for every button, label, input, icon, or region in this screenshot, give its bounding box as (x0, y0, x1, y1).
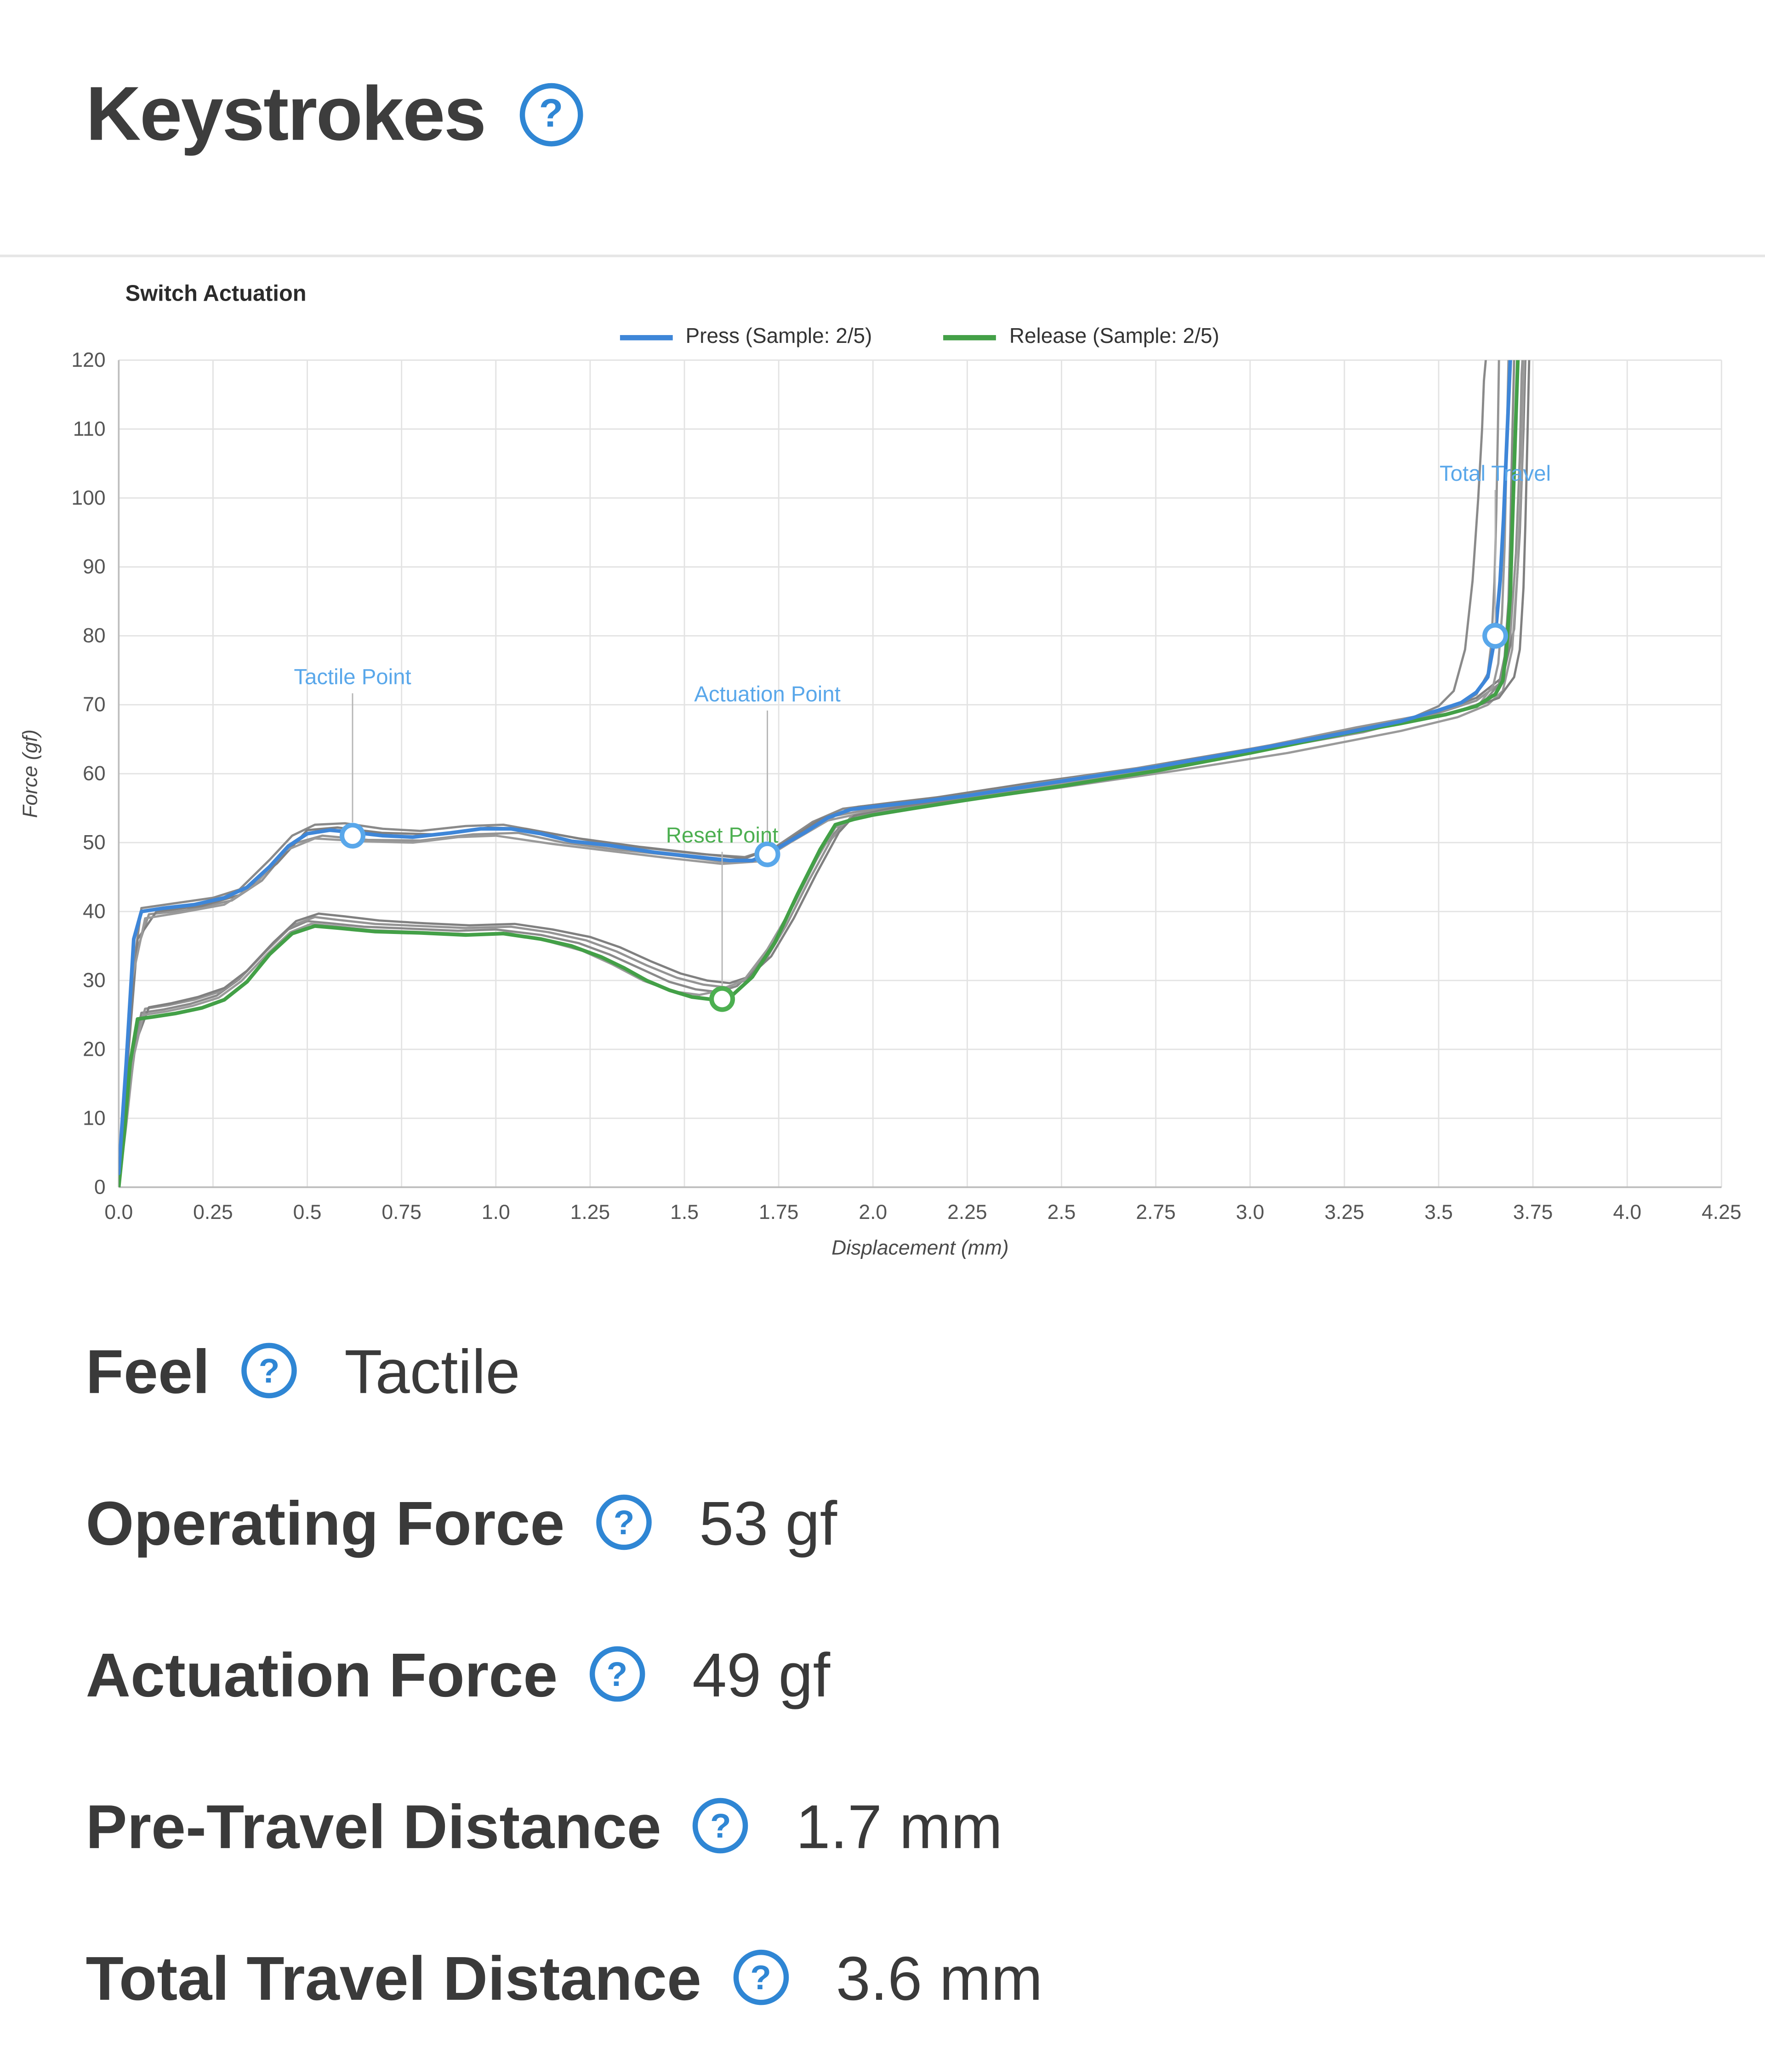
x-tick-label: 3.75 (1513, 1201, 1553, 1224)
spec-label: Total Travel Distance (85, 1943, 701, 2013)
series-line-press-sample-gray-4 (119, 360, 1526, 1175)
help-icon[interactable]: ? (241, 1343, 297, 1399)
spec-row-total-travel-distance: Total Travel Distance ? 3.6 mm (86, 1930, 1765, 2026)
spec-label: Operating Force (85, 1488, 565, 1558)
reset-point-label: Reset Point (666, 824, 779, 848)
legend-item-press-sample-2-5[interactable]: Press (Sample: 2/5) (620, 326, 872, 350)
y-tick-label: 10 (83, 1108, 105, 1130)
legend-label: Press (Sample: 2/5) (685, 326, 872, 349)
legend-item-release-sample-2-5[interactable]: Release (Sample: 2/5) (943, 326, 1219, 350)
x-tick-label: 0.0 (104, 1201, 133, 1224)
y-tick-label: 100 (71, 487, 105, 510)
series-line-press-sample-2-5 (119, 360, 1512, 1176)
reset-point-marker (709, 986, 735, 1013)
x-tick-label: 2.25 (947, 1201, 987, 1224)
x-tick-label: 4.0 (1613, 1201, 1641, 1224)
help-icon[interactable]: ? (733, 1950, 789, 2006)
series-line-press-sample-gray-2 (119, 360, 1524, 1175)
legend-swatch (943, 336, 996, 341)
x-tick-label: 0.75 (381, 1201, 421, 1224)
y-tick-label: 110 (73, 418, 106, 441)
x-tick-label: 4.25 (1702, 1201, 1742, 1224)
spec-row-pre-travel-distance: Pre-Travel Distance ? 1.7 mm (86, 1779, 1765, 1874)
tactile-point-label: Tactile Point (294, 665, 411, 689)
x-axis-title: Displacement (mm) (831, 1237, 1008, 1259)
y-tick-label: 60 (83, 763, 105, 786)
y-tick-label: 50 (83, 832, 105, 854)
series-line-press-sample-gray-3 (119, 360, 1527, 1175)
spec-value: 3.6 mm (836, 1943, 1043, 2013)
total-travel-marker (1482, 623, 1509, 649)
y-tick-label: 20 (83, 1039, 105, 1061)
section-divider (0, 254, 1765, 257)
chart-legend: Press (Sample: 2/5) Release (Sample: 2/5) (0, 326, 1765, 350)
chart-section: Switch Actuation Press (Sample: 2/5) Rele… (0, 257, 1765, 1276)
x-tick-label: 2.5 (1048, 1201, 1076, 1224)
y-tick-label: 120 (71, 353, 105, 372)
spec-list: Feel ? Tactile Operating Force ? 53 gf A… (0, 1276, 1765, 2025)
x-tick-label: 0.5 (293, 1201, 322, 1224)
y-tick-label: 30 (83, 970, 105, 992)
spec-value: 1.7 mm (796, 1791, 1003, 1861)
x-tick-label: 1.5 (670, 1201, 699, 1224)
help-icon[interactable]: ? (589, 1646, 645, 1702)
page-header: Keystrokes ? (0, 0, 1765, 255)
spec-value: 53 gf (699, 1488, 837, 1558)
y-tick-label: 70 (83, 694, 105, 717)
y-tick-label: 40 (83, 901, 105, 923)
x-tick-label: 3.5 (1424, 1201, 1453, 1224)
x-tick-label: 3.25 (1325, 1201, 1365, 1224)
spec-row-operating-force: Operating Force ? 53 gf (86, 1475, 1765, 1571)
switch-actuation-chart: 0.0 0.25 0.5 0.75 1.0 1.25 1.5 1.75 2.0 2.25 2.5 2.… (19, 353, 1742, 1259)
help-icon[interactable]: ? (519, 83, 583, 147)
spec-label: Pre-Travel Distance (85, 1791, 661, 1861)
spec-value: Tactile (344, 1336, 520, 1406)
chart-title: Switch Actuation (125, 281, 307, 306)
series-line-press-sample-gray-1 (119, 360, 1487, 1175)
y-axis-title: Force (gf) (19, 730, 41, 819)
x-tick-label: 0.25 (193, 1201, 233, 1224)
legend-swatch (620, 336, 672, 341)
y-tick-label: 80 (83, 625, 105, 648)
page-title: Keystrokes (85, 71, 487, 157)
actuation-point-label: Actuation Point (694, 683, 840, 707)
spec-label: Feel (85, 1336, 210, 1406)
y-tick-label: 90 (83, 556, 105, 579)
spec-row-actuation-force: Actuation Force ? 49 gf (86, 1627, 1765, 1722)
x-tick-label: 2.0 (859, 1201, 887, 1224)
total-travel-label: Total Travel (1440, 462, 1551, 486)
spec-label: Actuation Force (85, 1639, 558, 1710)
x-tick-label: 1.75 (759, 1201, 799, 1224)
help-icon[interactable]: ? (693, 1798, 749, 1854)
legend-label: Release (Sample: 2/5) (1009, 326, 1219, 349)
spec-value: 49 gf (692, 1639, 831, 1710)
title-row: Keystrokes ? (86, 76, 1765, 153)
x-tick-label: 2.75 (1136, 1201, 1176, 1224)
actuation-point-marker (754, 842, 780, 868)
y-tick-label: 0 (94, 1176, 106, 1199)
tactile-point-marker (340, 823, 365, 849)
x-tick-label: 1.0 (482, 1201, 510, 1224)
series-line-release-sample-gray-2 (119, 360, 1500, 1182)
help-icon[interactable]: ? (596, 1495, 652, 1551)
x-tick-label: 3.0 (1236, 1201, 1264, 1224)
x-tick-label: 1.25 (570, 1201, 610, 1224)
spec-row-feel: Feel ? Tactile (86, 1324, 1765, 1419)
